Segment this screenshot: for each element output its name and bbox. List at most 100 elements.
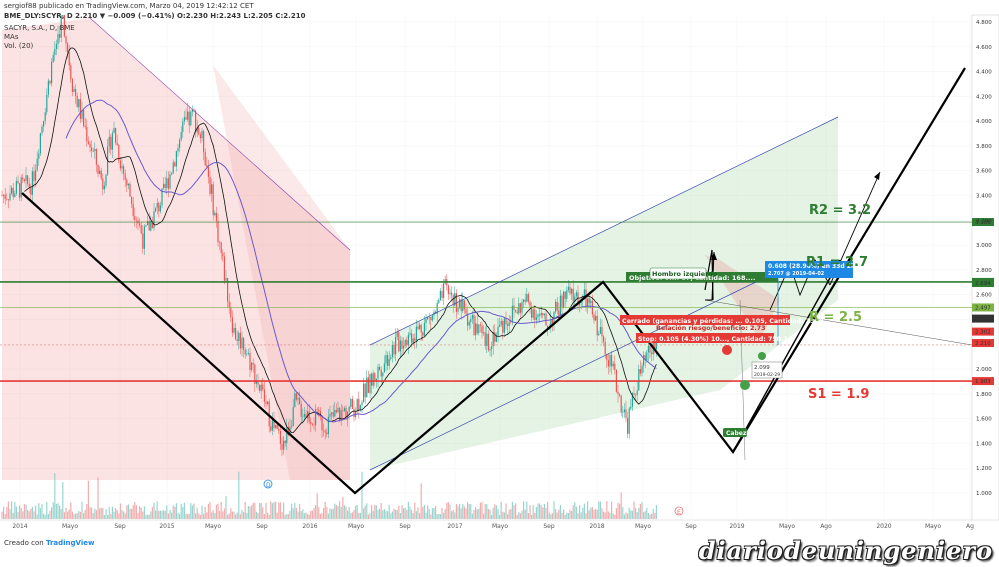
y-tick-label: 1.400 xyxy=(976,441,992,447)
price-tag xyxy=(972,314,994,323)
level-tag-text: 3.186 xyxy=(975,220,991,226)
x-tick-label: 2016 xyxy=(302,523,317,530)
level-tag xyxy=(972,303,994,312)
downtrend-line xyxy=(89,17,351,251)
hombro-label: Hombro izquierdo xyxy=(652,270,718,278)
cabeza-label: Cabeza xyxy=(726,430,750,437)
publisher-line: sergiof88 publicado en TradingView.com, … xyxy=(4,2,254,10)
x-tick-label: Mayo xyxy=(62,523,78,530)
ma-fast-line xyxy=(24,47,657,433)
y-tick-label: 4.200 xyxy=(976,94,992,100)
measure-box xyxy=(765,261,853,278)
cabeza-box xyxy=(723,428,747,437)
point-box xyxy=(751,361,783,379)
stop-text: Stop: 0.105 (4.30%) 10..., Cantidad: 750… xyxy=(638,336,788,343)
ma-slow-line xyxy=(65,99,657,423)
y-tick-label: 4.400 xyxy=(976,70,992,76)
x-tick-label: Mayo xyxy=(635,523,651,530)
x-tick-label: 2018 xyxy=(589,523,604,530)
drawings[interactable] xyxy=(0,17,972,495)
x-tick-label: Ag xyxy=(966,523,974,530)
earnings-icon xyxy=(674,506,684,516)
x-tick-label: Mayo xyxy=(348,523,364,530)
cerrado-box xyxy=(620,315,790,325)
svg-text:E: E xyxy=(677,509,681,516)
bearish-zone-1 xyxy=(2,18,350,480)
x-tick-label: 2014 xyxy=(12,523,27,530)
x-tick-label: Sep xyxy=(114,523,126,530)
sell-marker xyxy=(722,345,732,355)
legend-mas[interactable]: MAs xyxy=(4,33,19,41)
y-tick-label: 4.000 xyxy=(976,119,992,125)
y-tick-label: 3.200 xyxy=(976,218,992,224)
price-tag xyxy=(972,339,994,348)
level-tag xyxy=(972,218,994,227)
legend-volume[interactable]: Vol. (20) xyxy=(4,42,34,50)
r-label: R = 2.5 xyxy=(809,310,862,325)
y-tick-label: 3.000 xyxy=(976,243,992,249)
level-tag-text: 1.903 xyxy=(975,379,991,385)
w-pattern-line xyxy=(21,67,966,495)
footer-brand[interactable]: TradingView xyxy=(45,539,95,547)
price-tag-text: 2.210 xyxy=(975,341,991,347)
price-tag-text: 2.302 xyxy=(975,330,991,336)
y-tick-label: 2.600 xyxy=(976,293,992,299)
legend-symbol[interactable]: SACYR, S.A., D, BME xyxy=(4,24,75,32)
price-axis[interactable] xyxy=(971,14,999,521)
level-labels: R2 = 3.2 R1 = 2.7 R = 2.5 S1 = 1.9 xyxy=(806,203,871,402)
neckline xyxy=(704,299,972,346)
y-tick-label: 1.200 xyxy=(976,466,992,472)
footer[interactable]: Creado con TradingView xyxy=(4,539,94,547)
y-tick-label: 1.000 xyxy=(976,491,992,497)
price-tags: 2.694 2.407 2.302 2.210 xyxy=(972,279,994,348)
x-tick-label: Sep xyxy=(399,523,411,530)
point-text-1: 2.099 xyxy=(754,365,770,371)
x-tick-label: 2019 xyxy=(729,523,744,530)
y-tick-label: 1.800 xyxy=(976,392,992,398)
candles xyxy=(1,15,657,457)
price-tag-text: 2.694 xyxy=(975,281,991,287)
cerrado-text: Cerrado (ganancias y pérdidas: ... 0.105… xyxy=(622,317,824,325)
measure-text-2: 2.707 @ 2019-04-02 xyxy=(768,271,825,277)
x-tick-label: Mayo xyxy=(492,523,508,530)
y-tick-label: 4.800 xyxy=(976,20,992,26)
x-tick-label: 2015 xyxy=(159,523,174,530)
x-tick-label: Sep xyxy=(543,523,555,530)
y-tick-label: 3.800 xyxy=(976,144,992,150)
measure-text-1: 0.608 (28.96%) en 33d 2h xyxy=(768,263,855,270)
level-tag xyxy=(972,377,994,386)
y-tick-label: 3.400 xyxy=(976,194,992,200)
y-tick-label: 1.600 xyxy=(976,417,992,423)
ratio-text: Relación riesgo/beneficio: 2.73 xyxy=(656,324,766,332)
annotations[interactable]: Objetivo: 0.... 87, cantidad: 168.... Ho… xyxy=(263,261,855,516)
x-tick-label: 2017 xyxy=(447,523,462,530)
channel-lower-line xyxy=(369,279,761,471)
buy-marker xyxy=(740,380,750,390)
r2-label: R2 = 3.2 xyxy=(809,203,871,218)
footer-created: Creado con xyxy=(4,539,44,547)
symbol-line: BME_DLY:SCYR, D 2.210 ▼ −0.009 (−0.41%) … xyxy=(4,12,306,20)
hombro-box xyxy=(649,267,707,280)
price-tag-text: 2.407 xyxy=(975,317,991,323)
price-tag xyxy=(972,327,994,336)
point-text-2: 2019-02-29 xyxy=(754,372,780,378)
svg-text:D: D xyxy=(266,482,271,489)
level-tag-text: 2.497 xyxy=(975,305,991,311)
x-tick-label: 2020 xyxy=(876,523,891,530)
x-tick-label: Ago xyxy=(820,523,832,530)
volume-bars xyxy=(1,471,657,519)
channel-upper-line xyxy=(369,116,839,346)
x-tick-label: Sep xyxy=(685,523,697,530)
x-tick-label: Sep xyxy=(256,523,268,530)
buy-marker-2 xyxy=(758,352,766,360)
x-tick-label: Mayo xyxy=(205,523,221,530)
bearish-zone-2 xyxy=(213,65,350,480)
dividend-icon xyxy=(263,479,273,489)
head-right-line xyxy=(732,259,841,453)
y-tick-label: 4.600 xyxy=(976,45,992,51)
stop-box xyxy=(636,333,774,343)
s1-label: S1 = 1.9 xyxy=(808,387,869,402)
x-tick-label: Mayo xyxy=(779,523,795,530)
